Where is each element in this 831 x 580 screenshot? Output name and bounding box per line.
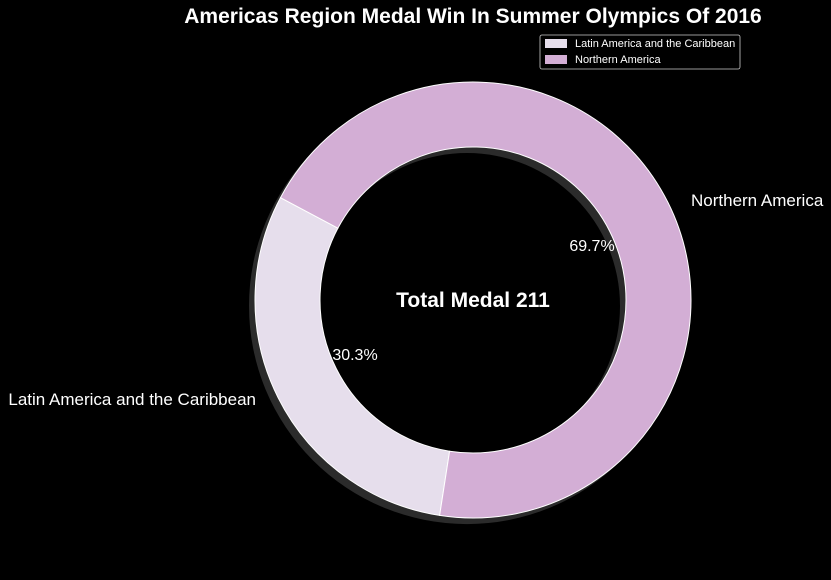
slice-northern-america [279,81,692,519]
pct-label-northern-america: 69.7% [569,238,614,255]
legend-label-northern-america: Northern America [575,54,661,66]
slice-label-latin-america: Latin America and the Caribbean [8,390,256,409]
legend-frame [539,34,741,70]
chart-title: Americas Region Medal Win In Summer Olym… [184,5,762,28]
legend: Latin America and the Caribbean Northern… [539,34,741,70]
donut-slices [248,81,692,525]
slice-latin-america [254,196,451,517]
legend-label-latin-america: Latin America and the Caribbean [575,38,735,50]
center-total-label: Total Medal 211 [396,289,550,312]
legend-swatch-latin-america [545,39,567,48]
slice-label-northern-america: Northern America [691,191,824,210]
pct-label-latin-america: 30.3% [332,347,377,364]
legend-swatch-northern-america [545,55,567,64]
